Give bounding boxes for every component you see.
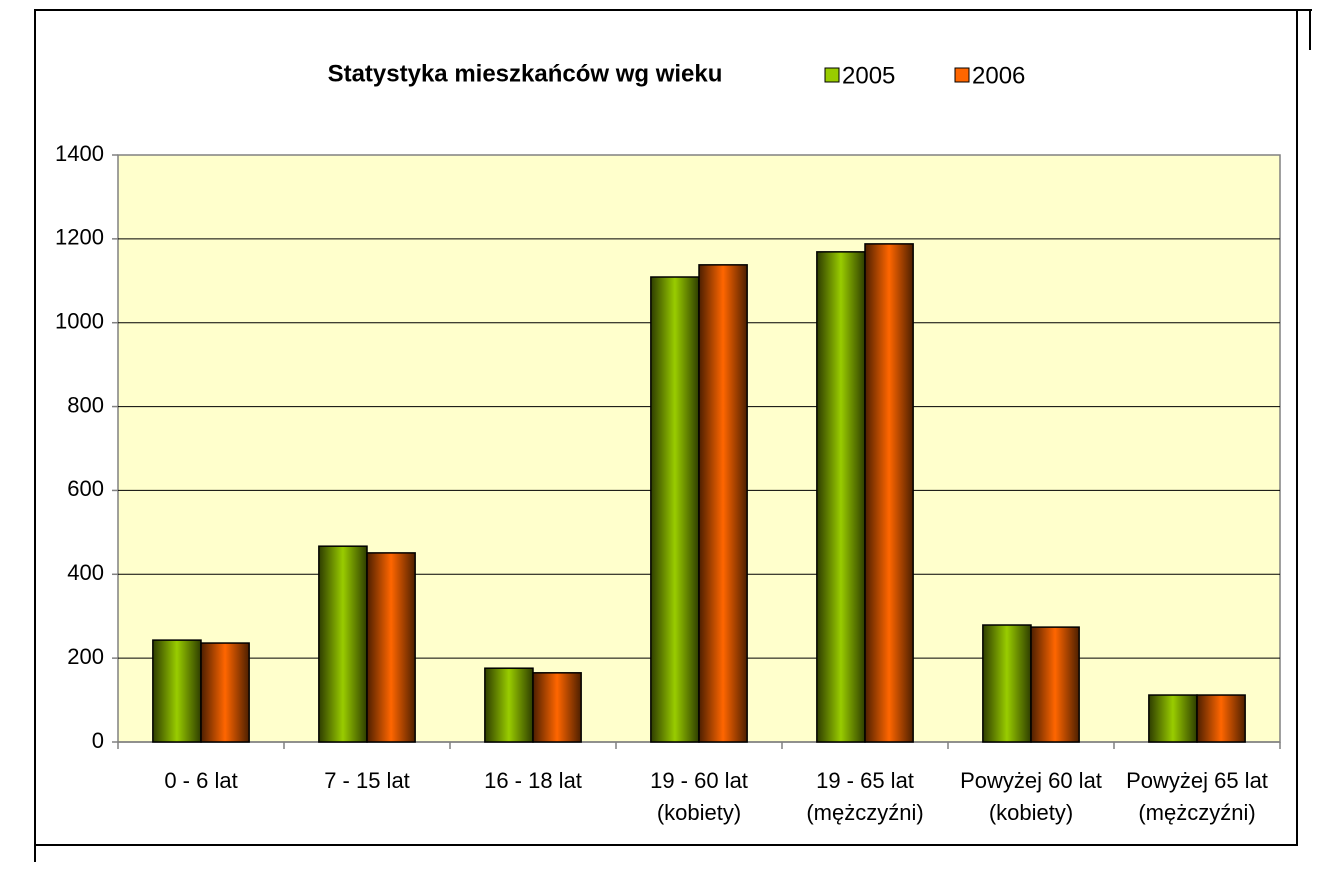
x-tick-label: Powyżej 65 lat (mężczyźni) bbox=[1126, 768, 1268, 825]
y-tick-label: 1400 bbox=[55, 141, 104, 166]
x-tick-label-line: 19 - 60 lat bbox=[650, 768, 748, 793]
legend-label: 2006 bbox=[972, 62, 1025, 89]
y-tick-label: 1000 bbox=[55, 309, 104, 334]
y-tick-label: 400 bbox=[67, 560, 104, 585]
x-tick-label-line: 7 - 15 lat bbox=[324, 768, 410, 793]
x-tick-label: Powyżej 60 lat (kobiety) bbox=[960, 768, 1102, 825]
bar bbox=[532, 672, 582, 743]
x-tick-label-line: 16 - 18 lat bbox=[484, 768, 582, 793]
chart-title: Statystyka mieszkańców wg wieku bbox=[328, 60, 723, 87]
x-tick-label-line: (mężczyźni) bbox=[1138, 800, 1255, 825]
x-tick-label-line: 0 - 6 lat bbox=[164, 768, 237, 793]
bar bbox=[318, 545, 368, 743]
bar bbox=[982, 624, 1032, 743]
y-tick-label: 1200 bbox=[55, 225, 104, 250]
bar bbox=[1148, 694, 1198, 743]
bar bbox=[1030, 626, 1080, 743]
bar bbox=[1196, 694, 1246, 743]
legend-swatch bbox=[954, 67, 970, 83]
x-tick-label: 16 - 18 lat bbox=[484, 768, 582, 793]
x-tick-label-line: Powyżej 60 lat bbox=[960, 768, 1102, 793]
x-tick-label: 0 - 6 lat bbox=[164, 768, 237, 793]
bar bbox=[200, 642, 250, 743]
x-tick-label-line: Powyżej 65 lat bbox=[1126, 768, 1268, 793]
bar bbox=[698, 264, 748, 743]
y-tick-label: 800 bbox=[67, 392, 104, 417]
x-tick-label: 7 - 15 lat bbox=[324, 768, 410, 793]
bar bbox=[864, 243, 914, 743]
legend-label: 2005 bbox=[842, 62, 895, 89]
bar bbox=[484, 667, 534, 743]
bar bbox=[650, 276, 700, 743]
bar bbox=[816, 251, 866, 743]
legend-swatch bbox=[824, 67, 840, 83]
x-tick-label-line: (mężczyźni) bbox=[806, 800, 923, 825]
x-tick-label-line: 19 - 65 lat bbox=[816, 768, 914, 793]
x-tick-label-line: (kobiety) bbox=[657, 800, 741, 825]
x-tick-label: 19 - 60 lat (kobiety) bbox=[650, 768, 748, 825]
x-tick-label: 19 - 65 lat (mężczyźni) bbox=[806, 768, 923, 825]
x-tick-label-line: (kobiety) bbox=[989, 800, 1073, 825]
y-tick-label: 200 bbox=[67, 644, 104, 669]
bar bbox=[152, 639, 202, 743]
bar bbox=[366, 552, 416, 743]
y-tick-label: 0 bbox=[92, 728, 104, 753]
y-tick-label: 600 bbox=[67, 476, 104, 501]
